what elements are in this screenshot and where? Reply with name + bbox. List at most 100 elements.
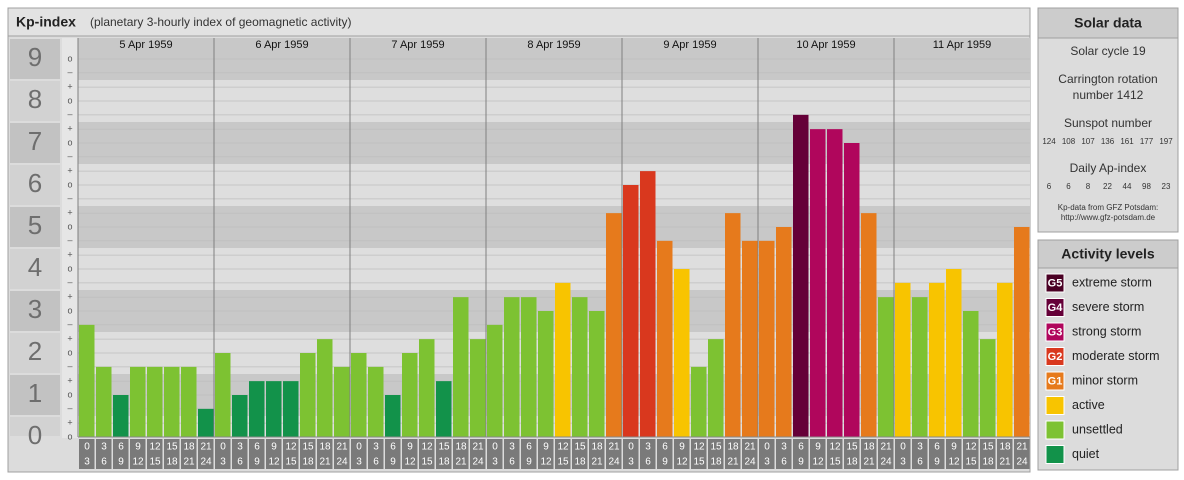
y-minor-label: o	[67, 431, 72, 441]
y-tick-label: 2	[28, 336, 42, 366]
y-minor-label: –	[67, 151, 72, 161]
x-label-box	[572, 439, 588, 469]
x-tick-label: 18	[727, 442, 739, 453]
bar	[929, 282, 945, 437]
bar	[385, 395, 401, 437]
solar-number: 107	[1081, 137, 1095, 146]
x-tick-label: 21	[472, 442, 484, 453]
bar	[538, 311, 554, 437]
bar	[487, 324, 503, 437]
x-label-box	[470, 439, 486, 469]
x-tick-label: 18	[455, 442, 467, 453]
y-minor-label: o	[67, 53, 72, 63]
x-tick-label: 21	[999, 457, 1011, 468]
y-label-box	[10, 39, 60, 79]
x-tick-label: 15	[965, 457, 977, 468]
x-tick-label: 6	[254, 442, 260, 453]
legend-swatch	[1045, 347, 1065, 366]
y-label-box	[10, 81, 60, 121]
legend-label: minor storm	[1072, 373, 1138, 387]
x-tick-label: 3	[237, 442, 243, 453]
y-minor-label: o	[67, 263, 72, 273]
x-tick-label: 0	[220, 442, 226, 453]
legend-swatch	[1045, 371, 1065, 391]
x-label-box	[402, 439, 418, 469]
x-label-box	[657, 439, 673, 469]
levels-title: Activity levels	[1061, 246, 1155, 262]
x-label-box	[453, 439, 469, 469]
x-tick-label: 24	[608, 457, 620, 468]
bar	[725, 213, 741, 437]
x-tick-label: 9	[951, 442, 957, 453]
legend-label: active	[1072, 398, 1105, 412]
x-label-box	[963, 439, 979, 469]
title-bar	[7, 7, 1031, 37]
legend-swatch	[1045, 396, 1065, 415]
x-tick-label: 15	[302, 442, 314, 453]
x-tick-label: 3	[373, 442, 379, 453]
legend-swatch	[1045, 420, 1065, 440]
x-tick-label: 15	[438, 442, 450, 453]
x-label-box	[997, 439, 1013, 469]
y-minor-label: –	[67, 67, 72, 77]
x-tick-label: 21	[863, 457, 875, 468]
x-label-box	[980, 439, 996, 469]
x-tick-label: 12	[829, 442, 841, 453]
bar	[963, 311, 979, 437]
solar-panel	[1037, 7, 1179, 233]
x-label-box	[1014, 439, 1030, 469]
x-label-box	[266, 439, 282, 469]
y-tick-label: 7	[28, 126, 42, 156]
x-label-box	[861, 439, 877, 469]
y-minor-label: o	[67, 347, 72, 357]
x-label-box	[895, 439, 911, 469]
bar	[215, 353, 231, 437]
x-tick-label: 21	[1016, 442, 1028, 453]
bar	[1014, 227, 1030, 437]
day-label: 7 Apr 1959	[391, 39, 444, 51]
x-tick-label: 6	[781, 457, 787, 468]
x-label-box	[555, 439, 571, 469]
x-tick-label: 12	[149, 442, 161, 453]
bar	[997, 282, 1013, 437]
x-tick-label: 3	[781, 442, 787, 453]
x-tick-label: 9	[135, 442, 141, 453]
y-minor-label: +	[67, 124, 72, 134]
x-tick-label: 15	[829, 457, 841, 468]
bar	[861, 213, 877, 437]
x-tick-label: 15	[421, 457, 433, 468]
x-label-box	[946, 439, 962, 469]
x-tick-label: 12	[285, 442, 297, 453]
x-label-box	[521, 439, 537, 469]
x-tick-label: 18	[846, 457, 858, 468]
x-tick-label: 24	[1016, 457, 1028, 468]
x-tick-label: 12	[965, 442, 977, 453]
x-tick-label: 24	[472, 457, 484, 468]
x-tick-label: 21	[744, 442, 756, 453]
x-tick-label: 12	[268, 457, 280, 468]
x-label-box	[385, 439, 401, 469]
x-tick-label: 18	[574, 457, 586, 468]
bar	[521, 297, 537, 437]
y-tick-label: 5	[28, 210, 42, 240]
solar-title-bar	[1037, 7, 1179, 39]
bar	[300, 353, 316, 437]
bar	[232, 395, 248, 437]
bar	[113, 395, 129, 437]
bar	[878, 297, 894, 437]
x-tick-label: 21	[880, 442, 892, 453]
x-label-box	[147, 439, 163, 469]
x-tick-label: 15	[710, 442, 722, 453]
x-tick-label: 12	[948, 457, 960, 468]
x-tick-label: 9	[815, 442, 821, 453]
x-tick-label: 6	[662, 442, 668, 453]
x-tick-label: 9	[526, 457, 532, 468]
solar-number: 177	[1140, 137, 1154, 146]
bar	[742, 240, 758, 437]
solar-number: 6	[1047, 182, 1052, 191]
bar	[776, 227, 792, 437]
x-label-box	[215, 439, 231, 469]
x-label-box	[725, 439, 741, 469]
y-minor-label: –	[67, 361, 72, 371]
x-tick-label: 15	[285, 457, 297, 468]
